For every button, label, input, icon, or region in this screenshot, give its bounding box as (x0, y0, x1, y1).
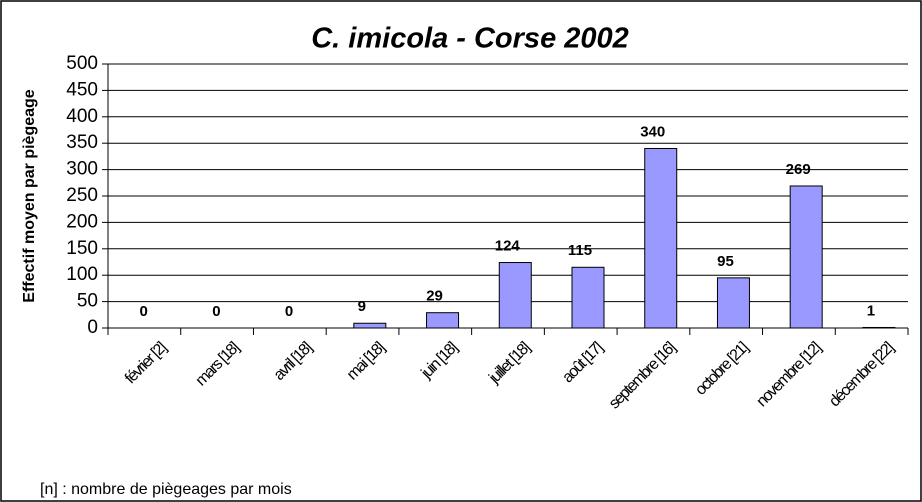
bar (644, 147, 678, 329)
y-tick-label: 150 (66, 238, 98, 259)
data-label: 0 (212, 303, 220, 320)
bar (789, 185, 823, 329)
data-label: 1 (867, 302, 875, 319)
bar (498, 262, 532, 329)
y-tick-label: 100 (66, 264, 98, 285)
y-tick-label: 200 (66, 211, 98, 232)
y-tick-label: 300 (66, 159, 98, 180)
data-label: 9 (358, 298, 366, 315)
chart-title: C. imicola - Corse 2002 (311, 23, 629, 55)
bar (353, 322, 387, 329)
y-axis-label: Effectif moyen par piègeage (21, 89, 38, 302)
y-tick-label: 0 (87, 317, 98, 338)
y-tick-label: 500 (66, 53, 98, 74)
data-label: 29 (426, 288, 443, 305)
y-tick-label: 350 (66, 132, 98, 153)
data-label: 124 (495, 237, 521, 254)
y-tick-label: 450 (66, 79, 98, 100)
data-label: 340 (640, 123, 665, 140)
data-label: 269 (786, 161, 811, 178)
y-tick-label: 50 (77, 291, 98, 312)
bar (716, 277, 750, 329)
y-tick-label: 250 (66, 185, 98, 206)
bar (571, 266, 605, 329)
y-tick-label: 400 (66, 106, 98, 127)
data-label: 95 (717, 253, 734, 270)
data-label: 115 (568, 242, 592, 259)
data-label: 0 (285, 303, 293, 320)
data-label: 0 (139, 303, 147, 320)
note: [n] : nombre de piègeages par mois (40, 481, 292, 498)
bar (426, 312, 460, 329)
